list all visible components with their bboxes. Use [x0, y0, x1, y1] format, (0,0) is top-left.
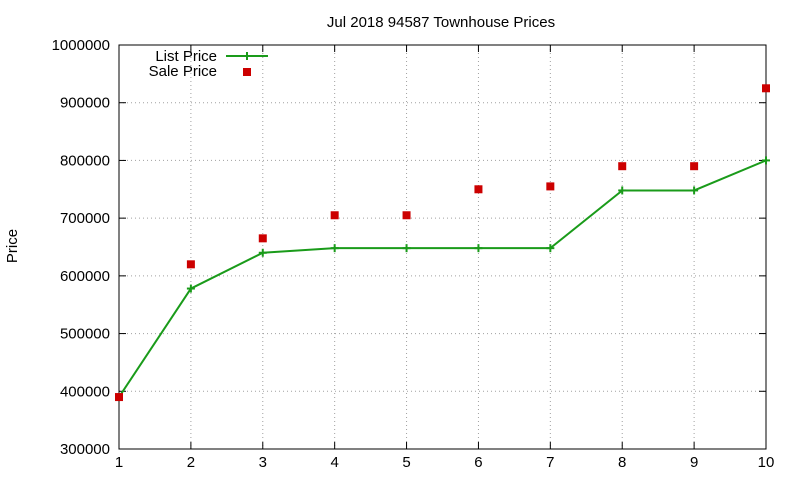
list-price-marker: [546, 244, 555, 253]
list-price-marker: [330, 244, 339, 253]
sale-price-marker: [690, 162, 699, 171]
y-tick-label: 300000: [60, 441, 110, 458]
x-tick-label: 9: [690, 454, 698, 471]
plot-border: [118, 44, 767, 450]
y-tick-label: 900000: [60, 95, 110, 112]
axis-ticks: 300000 400000 500000 600000 700000 800000 9000…: [52, 37, 775, 471]
list-price-marker: [474, 244, 483, 253]
list-price-marker: [186, 284, 195, 293]
list-price-marker: [258, 248, 267, 257]
list-price-line: [118, 159, 767, 398]
x-tick-label: 8: [618, 454, 626, 471]
list-price-marker: [402, 244, 411, 253]
sale-price-marker: [186, 260, 195, 269]
y-tick-label: 1000000: [52, 37, 110, 54]
grid-lines: [119, 45, 766, 449]
sale-price-marker: [330, 211, 339, 220]
x-tick-label: 3: [259, 454, 267, 471]
y-tick-label: 700000: [60, 210, 110, 227]
x-tick-label: 10: [758, 454, 775, 471]
sale-price-marker: [762, 84, 770, 93]
chart-title: Jul 2018 94587 Townhouse Prices: [327, 14, 555, 31]
legend-label-list-price: List Price: [155, 48, 217, 65]
x-tick-label: 7: [546, 454, 554, 471]
y-tick-label: 600000: [60, 268, 110, 285]
y-tick-label: 400000: [60, 383, 110, 400]
x-tick-label: 4: [330, 454, 338, 471]
sale-price-marker: [115, 393, 123, 402]
x-tick-label: 1: [115, 454, 123, 471]
x-tick-label: 2: [187, 454, 195, 471]
list-price-marker: [762, 156, 770, 165]
series-group: [115, 84, 770, 402]
plot-frame: [118, 44, 767, 450]
sale-price-marker: [258, 234, 267, 243]
x-tick-label: 6: [474, 454, 482, 471]
legend-label-sale-price: Sale Price: [149, 63, 217, 80]
sale-price-marker: [474, 185, 483, 194]
y-tick-label: 800000: [60, 152, 110, 169]
sale-price-marker: [618, 162, 627, 171]
y-axis-label: Price: [4, 229, 21, 263]
list-price-marker: [690, 186, 699, 195]
sale-price-marker: [402, 211, 411, 220]
y-tick-label: 500000: [60, 326, 110, 343]
legend-swatch-sale-price: [243, 68, 251, 76]
legend-marker-list-price: [243, 52, 251, 60]
x-tick-label: 5: [402, 454, 410, 471]
list-price-marker: [618, 186, 627, 195]
sale-price-marker: [546, 182, 555, 191]
